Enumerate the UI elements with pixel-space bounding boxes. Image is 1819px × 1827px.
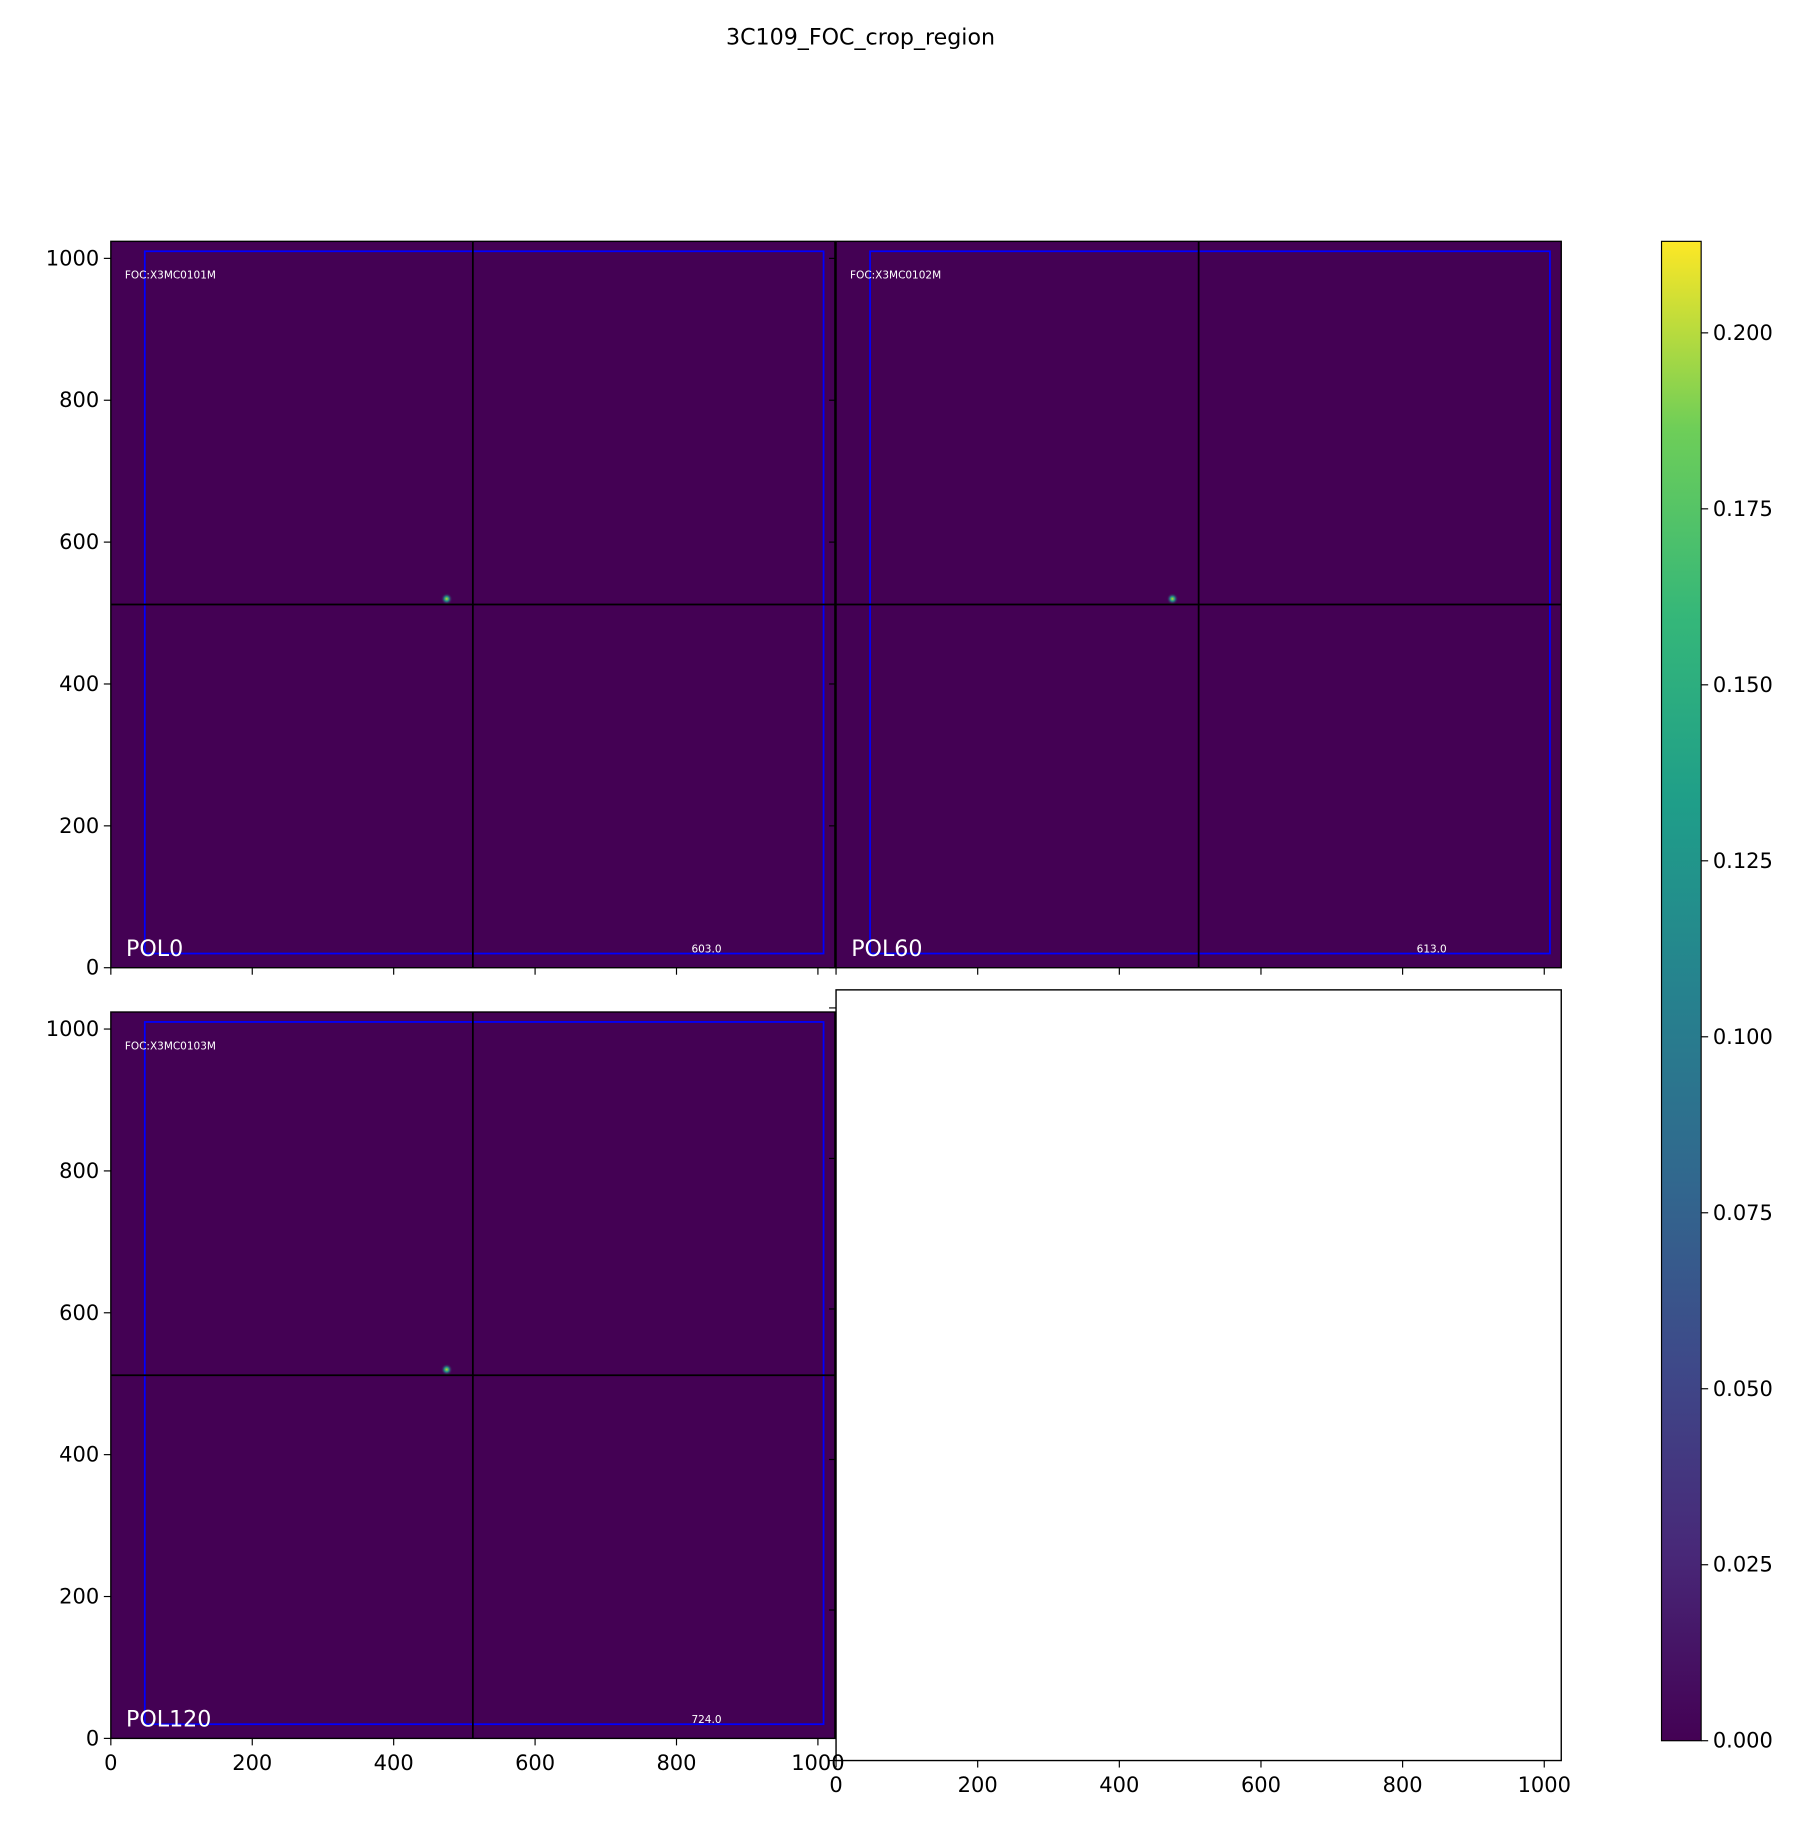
axes-frame (835, 989, 1562, 1762)
colorbar: 0.000 0.025 0.050 0.075 0.100 0.125 0.150 0.175… (1660, 240, 1773, 1753)
panel-pol120: FOC:X3MC0103M POL120 724.0 0 200 400 600 800 100… (46, 1011, 845, 1775)
y-tick-label: 800 (59, 1159, 99, 1183)
y-tick-label: 1000 (46, 246, 99, 270)
x-tick-label: 400 (374, 1751, 414, 1775)
panel-label: POL0 (126, 936, 183, 962)
colorbar-tick-label: 0.000 (1713, 1729, 1773, 1753)
panel-value-text: 724.0 (691, 1714, 721, 1726)
panel-id-text: FOC:X3MC0103M (125, 1040, 216, 1052)
x-tick-label: 400 (1099, 1773, 1139, 1797)
y-tick-label: 0 (86, 1726, 99, 1750)
source-spot (1166, 593, 1179, 605)
y-tick-label: 1000 (46, 1017, 99, 1041)
colorbar-tick-label: 0.175 (1713, 497, 1773, 521)
colorbar-tick-label: 0.200 (1713, 321, 1773, 345)
x-tick-label: 800 (1383, 1773, 1423, 1797)
y-tick-label: 400 (59, 672, 99, 696)
y-tick-label: 0 (86, 956, 99, 980)
panel-pol0: FOC:X3MC0101M POL0 603.0 0 200 400 600 800 1000 (46, 240, 836, 980)
x-tick-label: 1000 (1518, 1773, 1571, 1797)
colorbar-tick-label: 0.125 (1713, 849, 1773, 873)
x-tick-label: 600 (515, 1751, 555, 1775)
x-tick-label: 600 (1241, 1773, 1281, 1797)
crop-rectangle (869, 250, 1551, 955)
x-tick-label: 200 (232, 1751, 272, 1775)
panel-empty: 0 200 400 600 800 1000 (829, 989, 1571, 1797)
colorbar-tick-label: 0.025 (1713, 1553, 1773, 1577)
colorbar-gradient (1660, 240, 1702, 1742)
axes-frame (110, 1011, 836, 1740)
x-tick-label: 0 (829, 1773, 842, 1797)
panel-label: POL120 (126, 1707, 211, 1733)
axes-frame (835, 240, 1562, 969)
figure-title: 3C109_FOC_crop_region (726, 24, 995, 50)
panel-value-text: 613.0 (1417, 944, 1447, 956)
crop-rectangle (143, 1021, 825, 1726)
y-tick-label: 600 (59, 1301, 99, 1325)
source-spot (440, 1363, 453, 1376)
axes-frame (110, 240, 836, 969)
y-tick-label: 400 (59, 1443, 99, 1467)
crop-rectangle (143, 250, 825, 955)
y-tick-label: 600 (59, 530, 99, 554)
colorbar-tick-label: 0.100 (1713, 1025, 1773, 1049)
y-tick-label: 200 (59, 814, 99, 838)
panel-pol60: FOC:X3MC0102M POL60 613.0 (829, 240, 1562, 975)
x-tick-label: 200 (958, 1773, 998, 1797)
panel-id-text: FOC:X3MC0101M (125, 270, 216, 282)
panel-label: POL60 (851, 936, 922, 962)
source-spot (440, 593, 453, 605)
y-tick-label: 200 (59, 1585, 99, 1609)
colorbar-tick-label: 0.150 (1713, 673, 1773, 697)
panel-id-text: FOC:X3MC0102M (850, 270, 941, 282)
colorbar-tick-label: 0.075 (1713, 1201, 1773, 1225)
x-tick-label: 0 (104, 1751, 117, 1775)
y-tick-label: 800 (59, 388, 99, 412)
panel-value-text: 603.0 (691, 944, 721, 956)
x-tick-label: 800 (656, 1751, 696, 1775)
colorbar-tick-label: 0.050 (1713, 1377, 1773, 1401)
